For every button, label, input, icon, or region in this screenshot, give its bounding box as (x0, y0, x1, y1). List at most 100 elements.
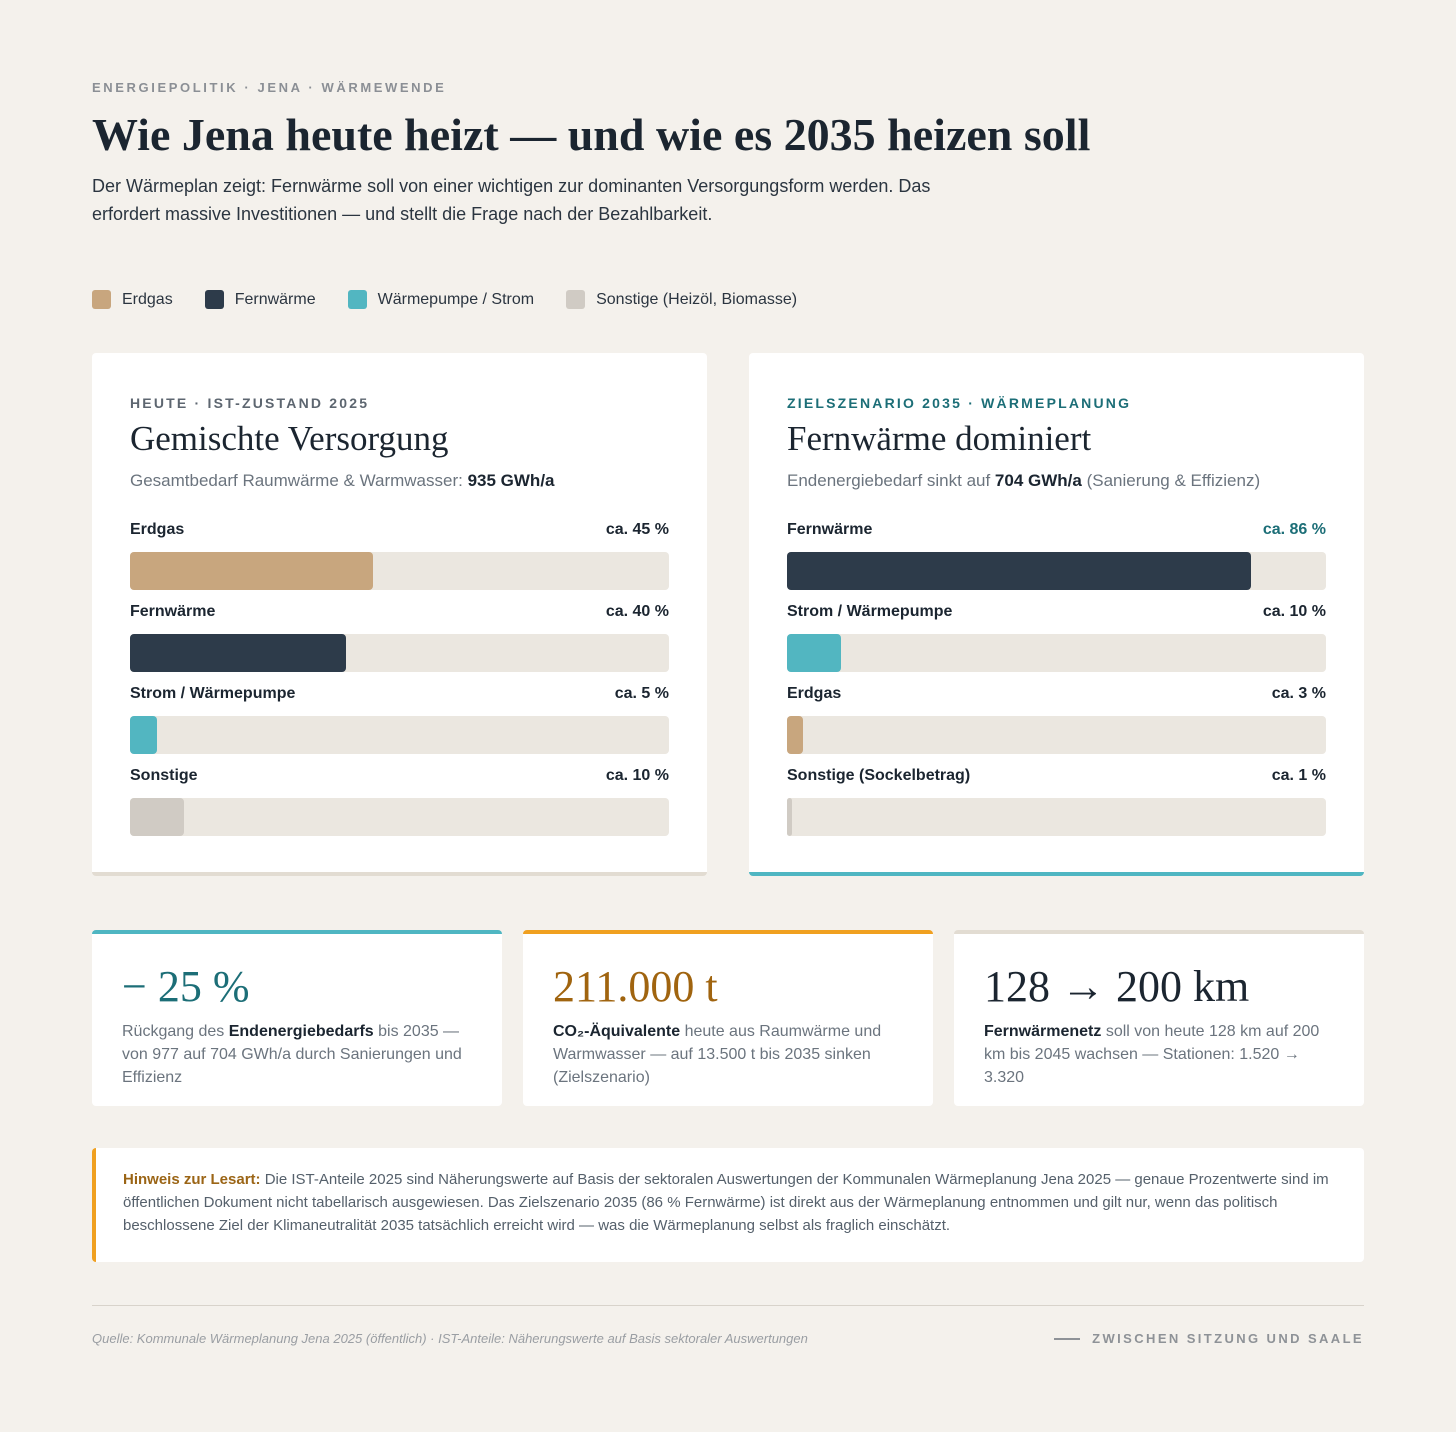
bar-head: Sonstige (Sockelbetrag) ca. 1 % (787, 767, 1326, 793)
bar-category-label: Sonstige (Sockelbetrag) (787, 767, 971, 784)
card-subtitle-value: 935 GWh/a (467, 471, 555, 490)
bar-track (130, 716, 669, 754)
bar-row: Fernwärme ca. 40 % (130, 603, 669, 685)
stat-value: 211.000 t (553, 962, 718, 1011)
bar-category-label: Strom / Wärmepumpe (787, 603, 953, 620)
bar-track (130, 634, 669, 672)
chart-card-2035: ZIELSZENARIO 2035 · WÄRMEPLANUNG Fernwär… (749, 353, 1364, 876)
bar-value-label: ca. 5 % (614, 685, 669, 702)
card-subtitle: Endenergiebedarf sinkt auf 704 GWh/a (Sa… (787, 471, 1326, 491)
brand-line (1054, 1337, 1081, 1340)
bar-value-label: ca. 1 % (1271, 767, 1326, 784)
bar-track (130, 552, 669, 590)
card-title: Fernwärme dominiert (787, 419, 1092, 458)
bar-row: Fernwärme ca. 86 % (787, 521, 1326, 603)
stat-value: 128 → 200 km (984, 962, 1250, 1011)
legend-swatch-waermepumpe (347, 290, 367, 309)
bar (787, 798, 793, 836)
stat-text-post: heute aus Raumwärme und Warmwasser — auf… (553, 1023, 882, 1086)
bar-category-label: Fernwärme (130, 603, 216, 620)
stat-text-post: bis 2035 — von 977 auf 704 GWh/a durch S… (122, 1023, 462, 1086)
bar-chart: Fernwärme ca. 86 % Strom / Wärmepumpe ca. 1… (787, 521, 1326, 849)
legend-label: Wärmepumpe / Strom (377, 290, 535, 308)
bar-head: Erdgas ca. 45 % (130, 521, 669, 547)
bar-head: Strom / Wärmepumpe ca. 10 % (787, 603, 1326, 629)
bar-row: Erdgas ca. 3 % (787, 685, 1326, 767)
bar-value-label: ca. 3 % (1271, 685, 1326, 702)
bar-track (787, 798, 1326, 836)
note-label: Hinweis zur Lesart: (123, 1171, 261, 1188)
bar-track (130, 798, 669, 836)
bar (787, 716, 804, 754)
bar-value-label: ca. 45 % (605, 521, 669, 538)
brand-mark: ZWISCHEN SITZUNG UND SAALE (1054, 1331, 1364, 1346)
stat-value: − 25 % (122, 962, 250, 1011)
card-kicker: ZIELSZENARIO 2035 · WÄRMEPLANUNG (787, 395, 1132, 411)
bar-row: Strom / Wärmepumpe ca. 10 % (787, 603, 1326, 685)
card-kicker: HEUTE · IST-ZUSTAND 2025 (130, 395, 370, 411)
legend-item-sonstige: Sonstige (Heizöl, Biomasse) (566, 290, 797, 309)
legend-swatch-fernwaerme (204, 290, 224, 309)
stat-text: Rückgang des Endenergiebedarfs bis 2035 … (122, 1020, 472, 1089)
chart-card-today: HEUTE · IST-ZUSTAND 2025 Gemischte Verso… (92, 353, 707, 876)
bar-head: Strom / Wärmepumpe ca. 5 % (130, 685, 669, 711)
card-subtitle-value: 704 GWh/a (994, 471, 1082, 490)
brand-label: ZWISCHEN SITZUNG UND SAALE (1092, 1331, 1364, 1346)
legend-item-waermepumpe: Wärmepumpe / Strom (347, 290, 535, 309)
legend-item-fernwaerme: Fernwärme (204, 290, 316, 309)
stat-card-co2: 211.000 t CO₂-Äquivalente heute aus Raum… (523, 930, 933, 1106)
bar-category-label: Erdgas (130, 521, 185, 538)
stat-text-bold: CO₂-Äquivalente (553, 1023, 681, 1040)
bar-row: Sonstige ca. 10 % (130, 767, 669, 849)
bar-category-label: Fernwärme (787, 521, 873, 538)
stat-text-pre: Rückgang des (122, 1023, 229, 1040)
bar-value-label: ca. 40 % (605, 603, 669, 620)
bar (130, 798, 184, 836)
card-title: Gemischte Versorgung (130, 419, 449, 458)
card-subtitle-prefix: Endenergiebedarf sinkt auf (787, 471, 995, 490)
stat-text: CO₂-Äquivalente heute aus Raumwärme und … (553, 1020, 903, 1089)
bar (130, 634, 346, 672)
bar (787, 552, 1251, 590)
page-kicker: ENERGIEPOLITIK · JENA · WÄRMEWENDE (92, 80, 447, 95)
bar-row: Strom / Wärmepumpe ca. 5 % (130, 685, 669, 767)
bar-value-label: ca. 10 % (1262, 603, 1326, 620)
card-subtitle-suffix: (Sanierung & Effizienz) (1081, 471, 1261, 490)
legend-swatch-erdgas (92, 290, 111, 309)
legend: Erdgas Fernwärme Wärmepumpe / Strom Sons… (92, 290, 797, 309)
bar-row: Erdgas ca. 45 % (130, 521, 669, 603)
bar (130, 716, 157, 754)
bar-value-label: ca. 10 % (605, 767, 669, 784)
stat-card-network: 128 → 200 km Fernwärmenetz soll von heut… (954, 930, 1364, 1106)
bar-row: Sonstige (Sockelbetrag) ca. 1 % (787, 767, 1326, 849)
bar-head: Fernwärme ca. 86 % (787, 521, 1326, 547)
bar-track (787, 552, 1326, 590)
bar-chart: Erdgas ca. 45 % Fernwärme ca. 40 % Strom / W… (130, 521, 669, 849)
bar (130, 552, 373, 590)
stat-text-bold: Fernwärmenetz (984, 1023, 1102, 1040)
bar (787, 634, 841, 672)
bar-head: Sonstige ca. 10 % (130, 767, 669, 793)
bar-head: Erdgas ca. 3 % (787, 685, 1326, 711)
card-subtitle-prefix: Gesamtbedarf Raumwärme & Warmwasser: (130, 471, 468, 490)
bar-category-label: Strom / Wärmepumpe (130, 685, 296, 702)
source-note: Quelle: Kommunale Wärmeplanung Jena 2025… (92, 1331, 808, 1346)
bar-head: Fernwärme ca. 40 % (130, 603, 669, 629)
legend-label: Erdgas (122, 290, 173, 308)
stat-text: Fernwärmenetz soll von heute 128 km auf … (984, 1020, 1334, 1089)
stat-card-energy: − 25 % Rückgang des Endenergiebedarfs bi… (92, 930, 502, 1106)
note-text: Die IST-Anteile 2025 sind Näherungswerte… (123, 1171, 1329, 1234)
page-title: Wie Jena heute heizt — und wie es 2035 h… (92, 109, 1091, 160)
reading-note: Hinweis zur Lesart: Die IST-Anteile 2025… (92, 1148, 1364, 1262)
bar-category-label: Sonstige (130, 767, 198, 784)
bar-track (787, 634, 1326, 672)
legend-item-erdgas: Erdgas (92, 290, 173, 309)
stat-text-bold: Endenergiebedarfs (228, 1023, 374, 1040)
footer-divider (92, 1305, 1364, 1306)
legend-label: Fernwärme (234, 290, 316, 308)
legend-swatch-sonstige (566, 290, 586, 309)
page-lead: Der Wärmeplan zeigt: Fernwärme soll von … (92, 176, 931, 224)
bar-category-label: Erdgas (787, 685, 842, 702)
card-subtitle: Gesamtbedarf Raumwärme & Warmwasser: 935… (130, 471, 669, 491)
stat-text-post: soll von heute 128 km auf 200 km bis 204… (984, 1023, 1320, 1086)
